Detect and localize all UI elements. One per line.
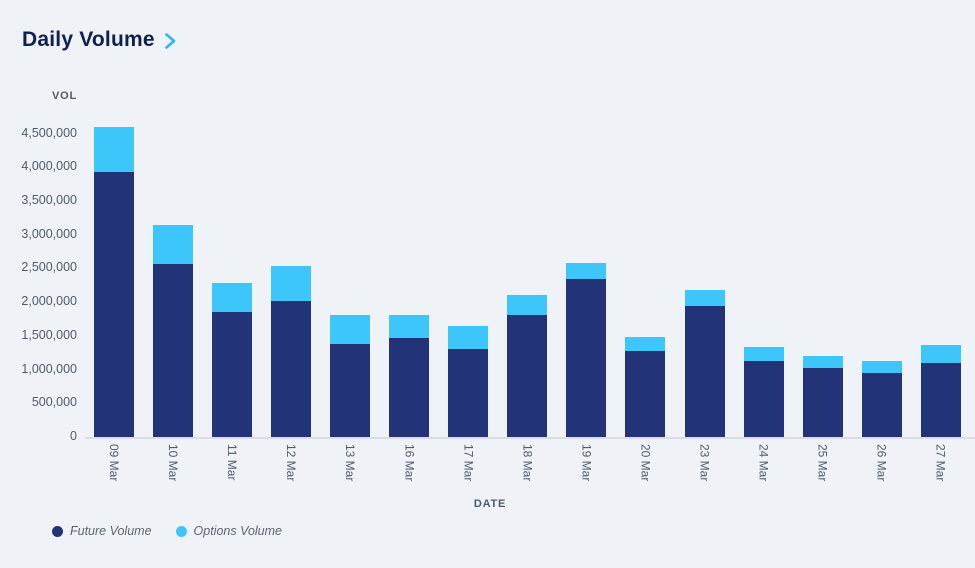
y-tick-label: 1,500,000	[21, 327, 77, 342]
bar-segment-options-volume[interactable]	[802, 356, 843, 369]
bar-segment-options-volume[interactable]	[684, 290, 725, 306]
x-tick-label: 18 Mar	[520, 444, 535, 482]
page-title: Daily Volume	[22, 28, 155, 51]
bar-segment-future-volume[interactable]	[625, 351, 666, 437]
bar-segment-options-volume[interactable]	[389, 315, 430, 338]
x-axis-ticks: 09 Mar 10 Mar 11 Mar 12 Mar 13 Mar 16 Mar 17 M…	[85, 444, 965, 498]
y-tick-label: 2,500,000	[21, 260, 77, 275]
bar-segment-options-volume[interactable]	[507, 294, 548, 315]
bar-segment-future-volume[interactable]	[448, 348, 489, 437]
y-axis-title: VOL	[52, 90, 78, 102]
bar-segment-options-volume[interactable]	[153, 225, 194, 264]
x-tick-label: 12 Mar	[284, 444, 299, 482]
x-tick-label: 13 Mar	[343, 444, 358, 482]
bar-segment-options-volume[interactable]	[330, 314, 371, 344]
bar-segment-options-volume[interactable]	[448, 326, 489, 349]
x-tick-label: 27 Mar	[933, 444, 948, 482]
x-tick-label: 23 Mar	[697, 444, 712, 482]
chart-header: Daily Volume	[22, 28, 177, 52]
bar-segment-future-volume[interactable]	[212, 311, 253, 437]
plot-area	[85, 117, 975, 439]
y-tick-label: 4,500,000	[21, 125, 77, 140]
bar-segment-future-volume[interactable]	[389, 337, 430, 437]
bar-segment-future-volume[interactable]	[684, 305, 725, 437]
x-tick-label: 10 Mar	[166, 444, 181, 482]
bar-segment-future-volume[interactable]	[153, 263, 194, 437]
x-tick-label: 26 Mar	[874, 444, 889, 482]
bar-segment-options-volume[interactable]	[212, 282, 253, 312]
y-tick-label: 1,000,000	[21, 361, 77, 376]
bar-segment-options-volume[interactable]	[271, 266, 312, 301]
bar-segment-options-volume[interactable]	[920, 345, 961, 363]
bar-segment-options-volume[interactable]	[94, 126, 134, 172]
y-tick-label: 2,000,000	[21, 294, 77, 309]
bar-segment-future-volume[interactable]	[330, 343, 371, 437]
y-tick-label: 3,000,000	[21, 226, 77, 241]
legend-label-future-volume: Future Volume	[70, 524, 152, 538]
bar-segment-future-volume[interactable]	[920, 362, 961, 437]
bar-segment-future-volume[interactable]	[507, 314, 548, 437]
bar-segment-future-volume[interactable]	[566, 278, 607, 437]
x-tick-label: 17 Mar	[461, 444, 476, 482]
x-axis-title: DATE	[473, 498, 507, 510]
x-tick-label: 19 Mar	[579, 444, 594, 482]
bar-segment-options-volume[interactable]	[566, 263, 607, 279]
x-tick-label: 20 Mar	[638, 444, 653, 482]
x-tick-label: 11 Mar	[225, 444, 240, 481]
legend-item-future-volume[interactable]: Future Volume	[52, 524, 152, 538]
y-tick-label: 4,000,000	[21, 159, 77, 174]
bar-segment-future-volume[interactable]	[802, 368, 843, 437]
legend-item-options-volume[interactable]: Options Volume	[175, 524, 283, 538]
bar-segment-future-volume[interactable]	[271, 300, 312, 437]
chevron-right-icon[interactable]	[164, 32, 177, 50]
y-tick-label: 0	[70, 429, 77, 443]
bar-segment-options-volume[interactable]	[625, 337, 666, 352]
bar-segment-future-volume[interactable]	[94, 171, 134, 437]
legend-label-options-volume: Options Volume	[193, 524, 283, 538]
future-volume-swatch-icon	[52, 525, 63, 537]
y-axis-ticks: 0 500,000 1,000,000 1,500,000 2,000,000 2,500…	[0, 117, 77, 444]
x-tick-label: 25 Mar	[815, 444, 830, 482]
legend: Future Volume Options Volume	[52, 524, 282, 538]
x-tick-label: 16 Mar	[402, 444, 417, 482]
x-tick-label: 24 Mar	[756, 444, 771, 482]
options-volume-swatch-icon	[175, 525, 187, 537]
bar-segment-future-volume[interactable]	[861, 372, 902, 437]
y-tick-label: 3,500,000	[21, 192, 77, 207]
x-tick-label: 09 Mar	[107, 444, 121, 482]
bar-segment-future-volume[interactable]	[743, 360, 784, 437]
bar-segment-options-volume[interactable]	[861, 360, 902, 373]
y-tick-label: 500,000	[31, 395, 77, 410]
bar-segment-options-volume[interactable]	[743, 346, 784, 361]
x-axis-line	[85, 437, 975, 439]
